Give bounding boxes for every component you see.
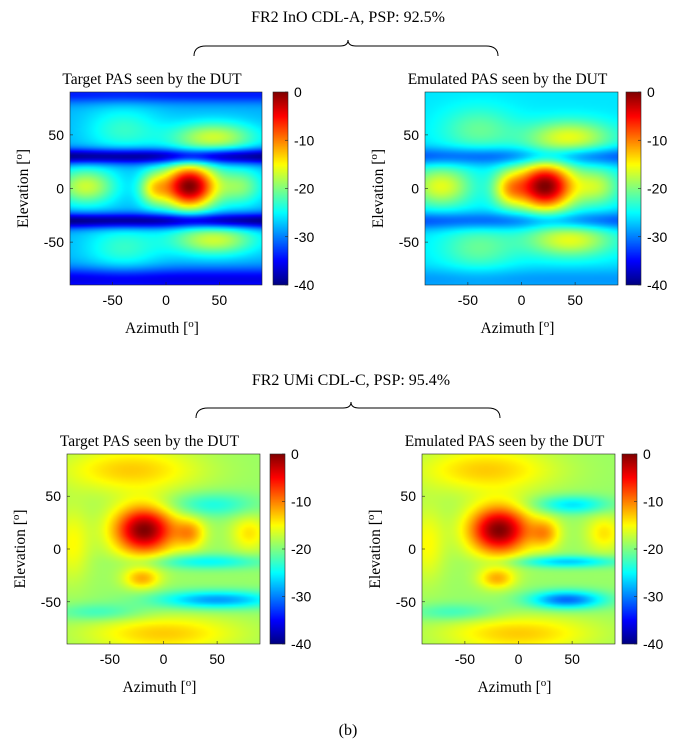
y-axis-label: Elevation [o] — [13, 149, 32, 228]
group-brace — [195, 401, 501, 419]
x-tick-label: -50 — [100, 651, 120, 667]
colorbar-tick-label: 0 — [294, 84, 302, 100]
colorbar-tick-label: -10 — [647, 132, 667, 148]
panel-title: Target PAS seen by the DUT — [60, 433, 240, 450]
group-brace — [193, 39, 499, 57]
y-tick-label: -50 — [41, 594, 61, 610]
x-tick-label: 0 — [515, 651, 523, 667]
colorbar-tick-label: -40 — [291, 636, 311, 652]
y-tick-label: -50 — [399, 234, 419, 250]
colorbar-tick-label: -10 — [294, 132, 314, 148]
colorbar-tick-label: -30 — [291, 589, 311, 605]
y-tick-label: 50 — [403, 127, 419, 143]
y-tick-label: -50 — [396, 594, 416, 610]
y-axis-label: Elevation [o] — [10, 509, 29, 588]
x-tick-label: -50 — [458, 292, 478, 308]
colorbar-tick-label: -20 — [647, 181, 667, 197]
y-tick-label: 0 — [53, 541, 61, 557]
heatmap-image — [425, 92, 618, 285]
x-axis-label: Azimuth [o] — [123, 677, 197, 696]
colorbar-tick-label: -40 — [647, 277, 667, 293]
colorbar-tick-label: -30 — [294, 229, 314, 245]
colorbar-tick-label: -10 — [643, 494, 663, 510]
group-title: FR2 InO CDL-A, PSP: 92.5% — [251, 9, 445, 26]
y-axis-label: Elevation [o] — [368, 149, 387, 228]
x-tick-label: 50 — [564, 651, 580, 667]
x-tick-label: -50 — [103, 292, 123, 308]
colorbar-tick-label: -10 — [291, 494, 311, 510]
x-tick-label: 50 — [209, 651, 225, 667]
colorbar-tick-label: 0 — [291, 446, 299, 462]
colorbar-tick-label: 0 — [647, 84, 655, 100]
panel-title: Emulated PAS seen by the DUT — [408, 71, 608, 88]
x-axis-label: Azimuth [o] — [481, 318, 555, 337]
y-tick-label: 50 — [48, 127, 64, 143]
y-tick-label: -50 — [44, 234, 64, 250]
colorbar-tick-label: -30 — [647, 229, 667, 245]
panel-title: Target PAS seen by the DUT — [62, 71, 242, 88]
figure-caption: (b) — [339, 722, 358, 739]
y-tick-label: 0 — [411, 181, 419, 197]
colorbar-image — [273, 92, 288, 285]
x-tick-label: 50 — [567, 292, 583, 308]
colorbar-tick-label: -20 — [291, 541, 311, 557]
y-tick-label: 0 — [408, 541, 416, 557]
x-tick-label: 0 — [518, 292, 526, 308]
panel-title: Emulated PAS seen by the DUT — [405, 433, 605, 450]
colorbar-tick-label: -20 — [294, 181, 314, 197]
colorbar-tick-label: 0 — [643, 446, 651, 462]
heatmap-image — [422, 454, 615, 644]
heatmap-image — [67, 454, 260, 644]
colorbar-image — [626, 92, 641, 285]
x-tick-label: 50 — [212, 292, 228, 308]
colorbar-image — [622, 454, 637, 644]
colorbar-tick-label: -20 — [643, 541, 663, 557]
x-tick-label: -50 — [455, 651, 475, 667]
heatmap-image — [70, 92, 262, 285]
y-axis-label: Elevation [o] — [365, 509, 384, 588]
colorbar-image — [270, 454, 285, 644]
x-axis-label: Azimuth [o] — [478, 677, 552, 696]
y-tick-label: 50 — [45, 488, 61, 504]
x-axis-label: Azimuth [o] — [125, 318, 199, 337]
colorbar-tick-label: -30 — [643, 589, 663, 605]
colorbar-tick-label: -40 — [294, 277, 314, 293]
y-tick-label: 50 — [400, 488, 416, 504]
x-tick-label: 0 — [162, 292, 170, 308]
y-tick-label: 0 — [56, 181, 64, 197]
group-title: FR2 UMi CDL-C, PSP: 95.4% — [252, 372, 450, 389]
colorbar-tick-label: -40 — [643, 636, 663, 652]
x-tick-label: 0 — [160, 651, 168, 667]
